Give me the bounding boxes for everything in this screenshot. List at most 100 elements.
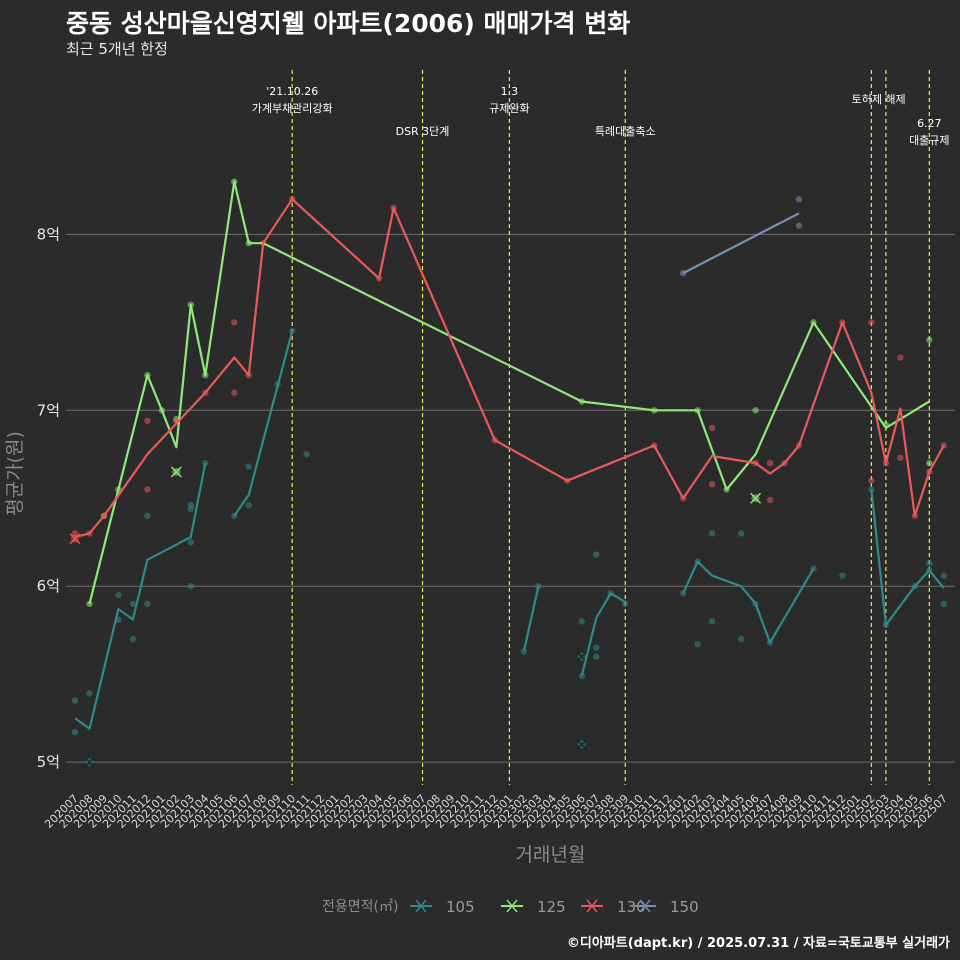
y-tick-label: 5억 bbox=[37, 753, 60, 771]
legend-item-125: 125 bbox=[501, 898, 566, 916]
data-point bbox=[926, 336, 933, 344]
legend-swatch-cross bbox=[586, 899, 598, 913]
data-point bbox=[868, 477, 875, 484]
legend-label: 125 bbox=[537, 898, 566, 916]
legend-item-130: 130 bbox=[581, 898, 646, 916]
data-point bbox=[708, 530, 716, 537]
chart-title: 중동 성산마을신영지웰 아파트(2006) 매매가격 변화 bbox=[66, 9, 631, 38]
legend-swatch-cross bbox=[506, 899, 518, 913]
data-point bbox=[795, 222, 803, 229]
data-point bbox=[926, 459, 933, 467]
data-point bbox=[86, 600, 93, 608]
data-point bbox=[940, 600, 947, 608]
data-point bbox=[578, 672, 585, 680]
data-point bbox=[202, 459, 209, 467]
cross-point bbox=[83, 756, 95, 768]
event-label: DSR 3단계 bbox=[396, 125, 450, 138]
data-point bbox=[578, 618, 585, 625]
data-point bbox=[144, 512, 151, 520]
y-tick-label: 6억 bbox=[37, 577, 60, 595]
event-label: 가계부채관리강화 bbox=[252, 102, 333, 115]
data-point bbox=[593, 653, 600, 660]
data-point bbox=[940, 572, 947, 579]
event-label: 특례대출축소 bbox=[595, 125, 656, 138]
event-label: 1.3 bbox=[501, 85, 519, 98]
series-line-105 bbox=[682, 560, 815, 644]
series-lines bbox=[74, 180, 945, 730]
series-line-105 bbox=[74, 462, 207, 730]
legend-label: 150 bbox=[670, 898, 699, 916]
data-point bbox=[115, 591, 122, 599]
y-tick-label: 7억 bbox=[37, 401, 60, 419]
data-point bbox=[593, 551, 600, 558]
data-point bbox=[708, 480, 716, 488]
event-label: 규제완화 bbox=[489, 102, 529, 115]
legend-swatch-cross bbox=[639, 899, 651, 913]
data-point bbox=[86, 690, 93, 697]
series-line-105 bbox=[580, 592, 626, 677]
data-point bbox=[129, 635, 137, 643]
data-point bbox=[245, 463, 252, 470]
data-point bbox=[766, 459, 774, 467]
legend-item-150: 150 bbox=[634, 898, 699, 916]
legend-label: 105 bbox=[446, 898, 475, 916]
data-point bbox=[708, 424, 716, 432]
legend-swatch-cross bbox=[415, 899, 427, 913]
data-point bbox=[187, 583, 195, 590]
data-point bbox=[520, 648, 528, 655]
data-point bbox=[303, 451, 310, 458]
series-line-105 bbox=[870, 489, 945, 626]
data-point bbox=[897, 354, 904, 361]
data-point bbox=[737, 530, 745, 537]
event-label: 대출규제 bbox=[909, 134, 949, 147]
data-point bbox=[231, 319, 238, 326]
event-label: 6.27 bbox=[917, 117, 942, 130]
data-point bbox=[187, 505, 195, 513]
data-point bbox=[737, 635, 745, 643]
data-point bbox=[231, 389, 238, 396]
legend-label: 130 bbox=[617, 898, 646, 916]
data-point bbox=[593, 644, 600, 651]
series-line-105 bbox=[233, 330, 294, 517]
series-line-125 bbox=[88, 180, 930, 605]
data-points bbox=[69, 178, 947, 768]
legend: 전용면적(㎡) 105 125 130 150 bbox=[322, 898, 699, 916]
series-line-105 bbox=[522, 585, 540, 652]
data-point bbox=[839, 572, 846, 579]
cross-point bbox=[576, 739, 588, 751]
cross-point bbox=[170, 466, 182, 478]
data-point bbox=[71, 697, 79, 704]
data-point bbox=[245, 502, 252, 509]
series-line-130 bbox=[74, 198, 945, 539]
event-label: 토허제 해제 bbox=[852, 92, 906, 106]
data-point bbox=[144, 486, 151, 493]
data-point bbox=[694, 641, 701, 648]
data-point bbox=[71, 729, 79, 736]
event-label: '21.10.26 bbox=[266, 85, 318, 98]
series-line-150 bbox=[682, 212, 800, 275]
data-point bbox=[868, 319, 875, 326]
legend-item-105: 105 bbox=[410, 898, 475, 916]
legend-title: 전용면적(㎡) bbox=[322, 899, 398, 915]
data-point bbox=[129, 600, 137, 608]
y-tick-label: 8억 bbox=[37, 225, 60, 243]
chart-subtitle: 최근 5개년 한정 bbox=[66, 40, 168, 58]
data-point bbox=[926, 560, 933, 567]
data-point bbox=[868, 486, 875, 493]
data-point bbox=[708, 618, 716, 625]
data-point bbox=[71, 530, 79, 537]
x-axis-title: 거래년월 bbox=[516, 844, 586, 866]
source-footer: ©디아파트(dapt.kr) / 2025.07.31 / 자료=국토교통부 실… bbox=[566, 936, 950, 951]
grid-lines bbox=[66, 233, 955, 763]
data-point bbox=[766, 496, 774, 504]
data-point bbox=[144, 417, 151, 425]
data-point bbox=[752, 407, 759, 414]
data-point bbox=[187, 539, 195, 546]
cross-point bbox=[750, 492, 762, 504]
data-point bbox=[897, 454, 904, 462]
y-axis-title: 평균가(원) bbox=[4, 431, 26, 516]
data-point bbox=[795, 196, 803, 203]
data-point bbox=[144, 600, 151, 608]
